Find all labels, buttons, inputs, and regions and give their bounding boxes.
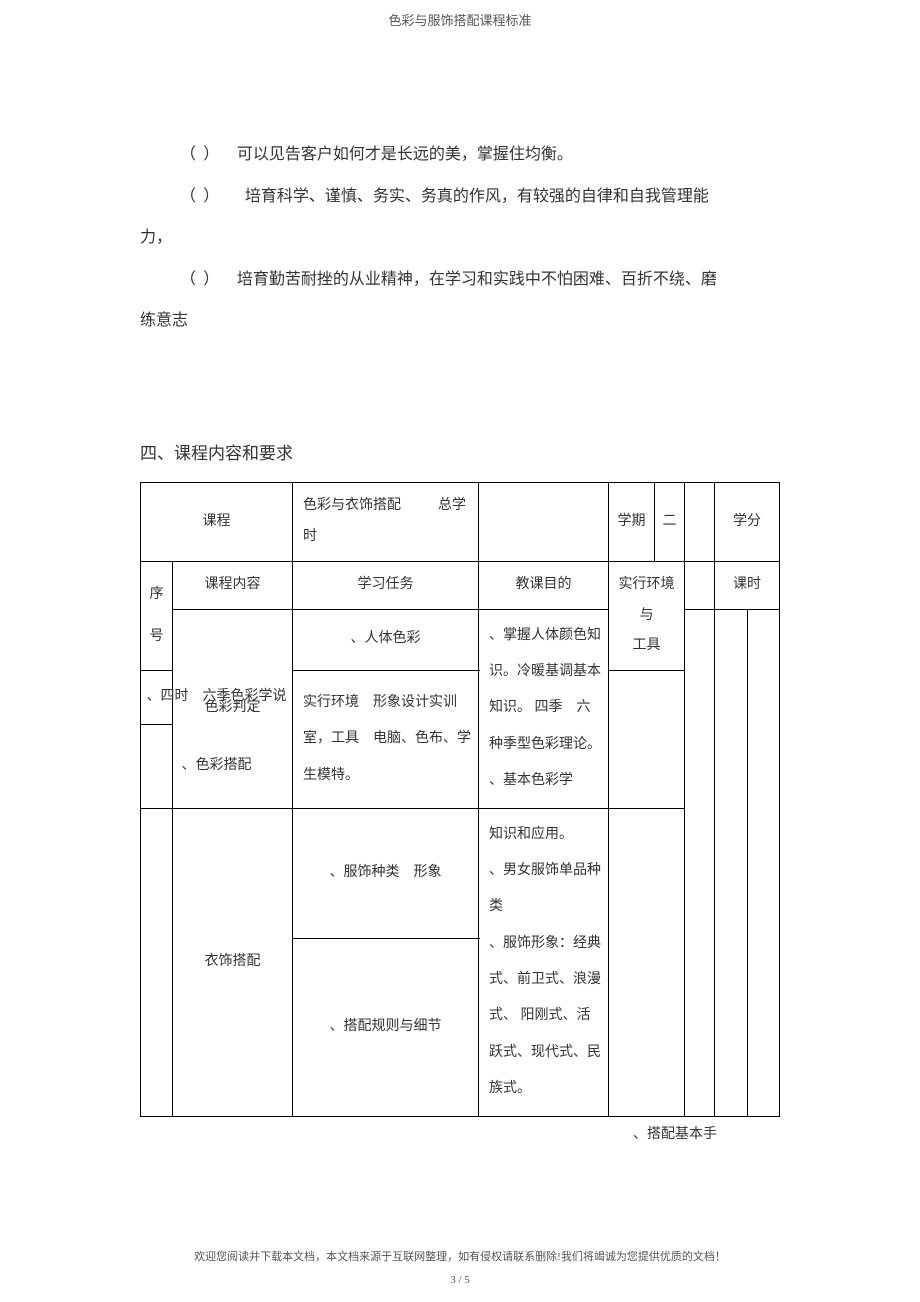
cell-course-label: 课程 <box>141 483 293 562</box>
cell-blank-v1 <box>685 609 715 1116</box>
cell-semester-value: 二 <box>655 483 685 562</box>
cell-course-name: 色彩与衣饰搭配 总学时 <box>293 483 479 562</box>
table-row-header2: 色彩判定 、人体色彩 、掌握人体颜色知识。冷暖基调基本知识。 四季 六种季型色彩… <box>141 609 780 671</box>
course-table: 课程 色彩与衣饰搭配 总学时 学期 二 学分 序 号 课程内容 学习任务 教课目… <box>140 482 780 1142</box>
para2b-text: 力， <box>140 229 172 246</box>
para1-text: 可以见告客户如何才是长远的美，掌握住均衡。 <box>237 146 573 163</box>
below-table-text: 、搭配基本手 <box>570 1123 780 1143</box>
cell-env-1: 实行环境 形象设计实训室，工具 电脑、色布、学生模特。 <box>293 671 479 808</box>
cell-content-2: 衣饰搭配 <box>173 808 293 1116</box>
cell-blank-v2 <box>715 609 748 1116</box>
cell-blank <box>479 483 609 562</box>
cell-blank2 <box>685 483 715 562</box>
header-env: 实行环境与 工具 <box>609 561 685 670</box>
paren-marker: （ ） <box>180 146 221 163</box>
cell-task-2a: 、服饰种类 形象 <box>293 808 479 939</box>
header-content: 课程内容 <box>173 561 293 609</box>
page-header-title: 色彩与服饰搭配课程标准 <box>0 0 920 29</box>
paren-marker: （ ） <box>180 188 221 205</box>
header-goal: 教课目的 <box>479 561 609 609</box>
paragraph-2line2: 力， <box>140 217 780 259</box>
header-task: 学习任务 <box>293 561 479 609</box>
body-content: （ ） 可以见告客户如何才是长远的美，掌握住均衡。 （ ） 培育科学、谨慎、务实、务… <box>0 29 920 476</box>
cell-credit: 学分 <box>715 483 780 562</box>
section-title: 四、课程内容和要求 <box>140 432 780 476</box>
cell-task-1c: 、色彩搭配 <box>141 724 293 808</box>
para3b-text: 练意志 <box>140 312 188 329</box>
para3a-text: 培育勤苦耐挫的从业精神，在学习和实践中不怕困难、百折不绕、磨 <box>237 271 717 288</box>
cell-goal-2: 知识和应用。 、男女服饰单品种类 、服饰形象：经典式、前卫式、浪漫式、 阳刚式、… <box>479 808 609 1116</box>
cell-blank-v3 <box>747 609 780 1116</box>
para2a-text: 培育科学、谨慎、务实、务真的作风，有较强的自律和自我管理能 <box>245 188 709 205</box>
header-hours: 课时 <box>715 561 780 609</box>
table-row-meta: 课程 色彩与衣饰搭配 总学时 学期 二 学分 <box>141 483 780 562</box>
cell-task-2b: 、搭配规则与细节 <box>293 939 479 1116</box>
table-row: 衣饰搭配 、服饰种类 形象 知识和应用。 、男女服饰单品种类 、服饰形象：经典式… <box>141 808 780 939</box>
paragraph-3line1: （ ） 培育勤苦耐挫的从业精神，在学习和实践中不怕困难、百折不绕、磨 <box>140 259 780 301</box>
header-blank1 <box>685 561 715 609</box>
header-index: 序 号 <box>141 561 173 670</box>
cell-semester-label: 学期 <box>609 483 655 562</box>
paragraph-1: （ ） 可以见告客户如何才是长远的美，掌握住均衡。 <box>140 134 780 176</box>
paragraph-2line1: （ ） 培育科学、谨慎、务实、务真的作风，有较强的自律和自我管理能 <box>140 176 780 218</box>
table-row-header: 序 号 课程内容 学习任务 教课目的 实行环境与 工具 课时 <box>141 561 780 609</box>
cell-task-1a: 、人体色彩 <box>293 609 479 671</box>
page-footer: 欢迎您阅读并下载本文档，本文档来源于互联网整理，如有侵权请联系删除!我们将竭诚为… <box>0 1248 920 1264</box>
cell-goal-1: 、掌握人体颜色知识。冷暖基调基本知识。 四季 六种季型色彩理论。 、基本色彩学 <box>479 609 609 808</box>
cell-env-2 <box>609 808 685 1116</box>
page-number: 3 / 5 <box>0 1274 920 1286</box>
cell-index-2 <box>141 808 173 1116</box>
paren-marker: （ ） <box>180 271 221 288</box>
paragraph-3line2: 练意志 <box>140 300 780 342</box>
